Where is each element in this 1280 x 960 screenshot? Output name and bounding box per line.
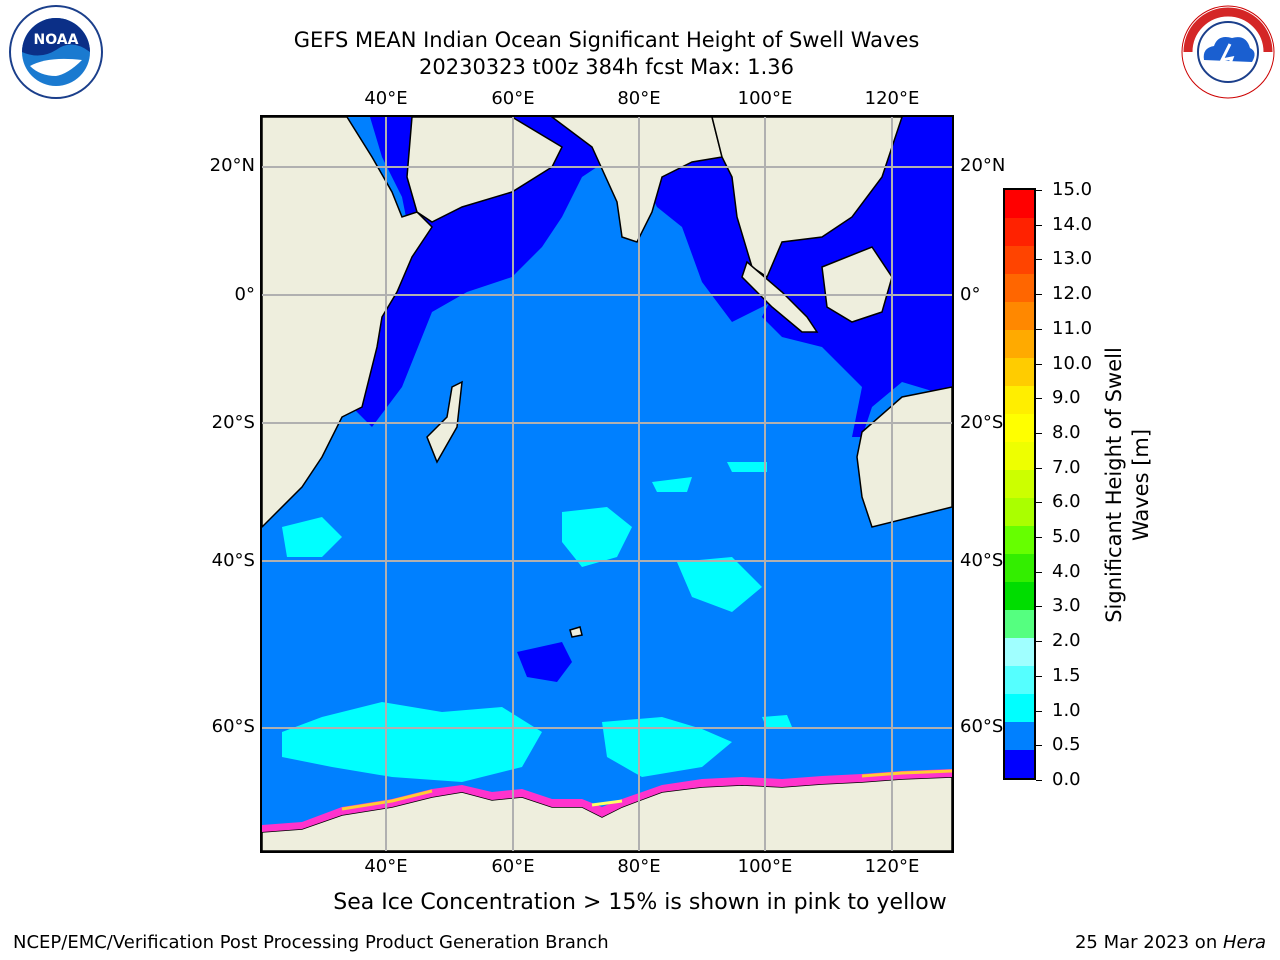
- colorbar-tick-mark: [1036, 294, 1042, 296]
- colorbar-cell: [1005, 693, 1034, 722]
- lat-tick-right-60s: 60°S: [960, 716, 1004, 737]
- footer-date-text: 25 Mar 2023 on: [1074, 932, 1223, 953]
- colorbar-cell: [1005, 525, 1034, 554]
- colorbar-tick-mark: [1036, 467, 1042, 469]
- lon-tick-bottom-40: 40°E: [364, 856, 408, 877]
- footer-date: 25 Mar 2023 on Hera: [1075, 932, 1266, 953]
- colorbar-tick-mark: [1036, 259, 1042, 261]
- colorbar-cell: [1005, 469, 1034, 498]
- colorbar-tick-label: 3.0: [1052, 595, 1081, 617]
- colorbar-tick-mark: [1036, 502, 1042, 504]
- colorbar-tick-label: 10.0: [1052, 352, 1093, 374]
- noaa-logo: NOAA: [8, 4, 104, 100]
- sea-ice-band: [262, 769, 952, 832]
- colorbar-tick-mark: [1036, 710, 1042, 712]
- colorbar-cell: [1005, 637, 1034, 666]
- lon-tick-bottom-100: 100°E: [737, 856, 793, 877]
- colorbar-tick-mark: [1036, 641, 1042, 643]
- colorbar: [1003, 188, 1036, 780]
- lon-tick-top-120: 120°E: [864, 88, 920, 109]
- colorbar-cell: [1005, 441, 1034, 470]
- lon-tick-bottom-60: 60°E: [491, 856, 535, 877]
- colorbar-label: Significant Height of Swell Waves [m]: [1101, 347, 1155, 623]
- colorbar-tick-mark: [1036, 675, 1042, 677]
- chart-subtitle: 20230323 t00z 384h fcst Max: 1.36: [419, 55, 794, 79]
- lat-tick-right-40s: 40°S: [960, 550, 1004, 571]
- colorbar-cell: [1005, 497, 1034, 526]
- footer-credit: NCEP/EMC/Verification Post Processing Pr…: [13, 932, 609, 953]
- lon-tick-top-100: 100°E: [737, 88, 793, 109]
- colorbar-cell: [1005, 301, 1034, 330]
- colorbar-tick-mark: [1036, 571, 1042, 573]
- colorbar-cell: [1005, 665, 1034, 694]
- colorbar-tick-label: 5.0: [1052, 526, 1081, 548]
- colorbar-cell: [1005, 721, 1034, 750]
- colorbar-tick-label: 2.0: [1052, 630, 1081, 652]
- colorbar-tick-mark: [1036, 606, 1042, 608]
- colorbar-cell: [1005, 581, 1034, 610]
- colorbar-tick-mark: [1036, 363, 1042, 365]
- lat-tick-right-20n: 20°N: [960, 155, 1006, 176]
- colorbar-tick-label: 1.0: [1052, 699, 1081, 721]
- lat-tick-left-40s: 40°S: [211, 550, 255, 571]
- lat-tick-right-0: 0°: [960, 284, 981, 305]
- sea-ice-caption: Sea Ice Concentration > 15% is shown in …: [333, 890, 947, 915]
- colorbar-cell: [1005, 553, 1034, 582]
- colorbar-cell: [1005, 385, 1034, 414]
- colorbar-cell: [1005, 329, 1034, 358]
- colorbar-tick-label: 9.0: [1052, 387, 1081, 409]
- colorbar-tick-mark: [1036, 224, 1042, 226]
- colorbar-cell: [1005, 190, 1034, 218]
- lat-tick-left-20s: 20°S: [211, 412, 255, 433]
- swell-1-0-1-5-patches: [282, 462, 792, 782]
- map-canvas: [262, 117, 952, 851]
- lon-tick-top-80: 80°E: [617, 88, 661, 109]
- colorbar-tick-label: 0.0: [1052, 769, 1081, 790]
- colorbar-label-line1: Significant Height of Swell: [1102, 347, 1126, 623]
- colorbar-cell: [1005, 413, 1034, 442]
- colorbar-tick-mark: [1036, 537, 1042, 539]
- nws-logo: [1180, 4, 1276, 100]
- colorbar-tick-label: 1.5: [1052, 664, 1081, 686]
- colorbar-cell: [1005, 273, 1034, 302]
- colorbar-tick-label: 15.0: [1052, 179, 1093, 200]
- colorbar-tick-label: 11.0: [1052, 317, 1093, 339]
- colorbar-tick-label: 8.0: [1052, 421, 1081, 443]
- lon-tick-top-60: 60°E: [491, 88, 535, 109]
- svg-text:NOAA: NOAA: [34, 32, 79, 48]
- lat-tick-right-20s: 20°S: [960, 412, 1004, 433]
- colorbar-tick-mark: [1036, 432, 1042, 434]
- colorbar-tick-label: 13.0: [1052, 248, 1093, 270]
- map-panel: [260, 115, 954, 853]
- colorbar-tick-mark: [1036, 190, 1042, 191]
- lon-tick-top-40: 40°E: [364, 88, 408, 109]
- colorbar-tick-label: 4.0: [1052, 560, 1081, 582]
- graticule: [262, 117, 952, 851]
- colorbar-tick-mark: [1036, 780, 1042, 781]
- lon-tick-bottom-80: 80°E: [617, 856, 661, 877]
- colorbar-cell: [1005, 245, 1034, 274]
- colorbar-tick-mark: [1036, 745, 1042, 747]
- colorbar-label-line2: Waves [m]: [1129, 428, 1153, 542]
- lon-tick-bottom-120: 120°E: [864, 856, 920, 877]
- colorbar-cell: [1005, 357, 1034, 386]
- colorbar-tick-label: 14.0: [1052, 213, 1093, 235]
- colorbar-cell: [1005, 609, 1034, 638]
- lat-tick-left-0: 0°: [234, 284, 255, 305]
- lat-tick-left-20n: 20°N: [209, 155, 255, 176]
- lat-tick-left-60s: 60°S: [211, 716, 255, 737]
- colorbar-cells: [1005, 190, 1034, 778]
- colorbar-cell: [1005, 749, 1034, 778]
- colorbar-tick-label: 6.0: [1052, 491, 1081, 513]
- colorbar-tick-mark: [1036, 398, 1042, 400]
- colorbar-tick-label: 0.5: [1052, 734, 1081, 756]
- colorbar-tick-label: 12.0: [1052, 283, 1093, 305]
- chart-title: GEFS MEAN Indian Ocean Significant Heigh…: [293, 28, 920, 52]
- colorbar-tick-label: 7.0: [1052, 456, 1081, 478]
- colorbar-tick-mark: [1036, 328, 1042, 330]
- colorbar-cell: [1005, 217, 1034, 246]
- footer-host: Hera: [1222, 932, 1266, 953]
